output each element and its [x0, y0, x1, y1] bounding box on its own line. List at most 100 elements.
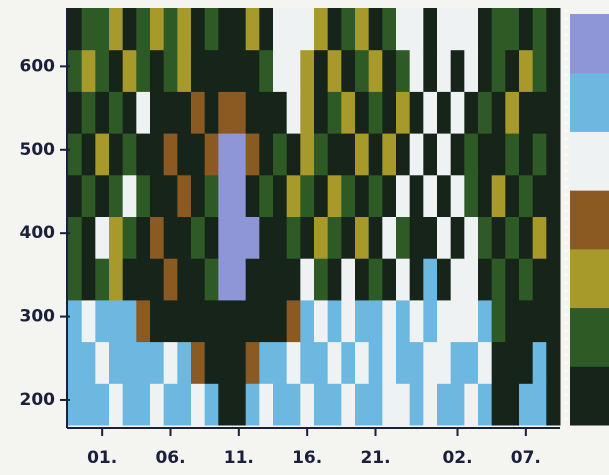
heat-cell [519, 299, 534, 343]
heat-cell [122, 258, 137, 301]
heat-cell [95, 341, 110, 384]
heat-cell [491, 8, 506, 51]
heat-cell [232, 91, 247, 134]
heat-cell [532, 383, 547, 426]
heat-cell [259, 174, 274, 217]
heat-cell [218, 383, 233, 426]
heat-cell [341, 49, 356, 92]
plot-area [68, 8, 561, 426]
heat-cell [505, 258, 520, 301]
heat-cell [327, 8, 342, 51]
heat-cell [109, 91, 124, 134]
heat-cell [341, 341, 356, 384]
x-tick-label: 11. [224, 448, 254, 468]
heat-cell [136, 174, 151, 217]
heat-cell [478, 216, 493, 259]
heat-cell [95, 383, 110, 426]
heat-cell [68, 8, 83, 51]
heat-cell [423, 341, 438, 384]
heat-cell [177, 133, 192, 176]
heat-cell [259, 8, 274, 51]
heat-cell [136, 8, 151, 51]
heat-cell [314, 258, 329, 301]
heat-cell [122, 383, 137, 426]
heat-cell [532, 49, 547, 92]
heat-cell [532, 91, 547, 134]
heat-cell [218, 8, 233, 51]
heat-cell [245, 49, 260, 92]
heat-cell [150, 216, 165, 259]
heat-cell [232, 216, 247, 259]
heat-cell [245, 8, 260, 51]
heat-cell [150, 91, 165, 134]
heat-cell [382, 383, 397, 426]
heat-cell [81, 258, 96, 301]
heat-cell [68, 91, 83, 134]
heat-cell [519, 383, 534, 426]
heat-cell [109, 8, 124, 51]
heat-cell [478, 133, 493, 176]
heat-cell [368, 216, 383, 259]
heat-cell [355, 299, 370, 343]
heat-cell [273, 49, 288, 92]
heat-cell [478, 299, 493, 343]
heat-cell [355, 341, 370, 384]
heat-cell [423, 216, 438, 259]
heat-cell [163, 49, 178, 92]
heat-cell [450, 49, 465, 92]
heat-cell [382, 341, 397, 384]
x-tick-label: 06. [155, 448, 185, 468]
heat-cell [327, 258, 342, 301]
heat-cell [163, 341, 178, 384]
heat-cell [218, 91, 233, 134]
heat-cell [368, 383, 383, 426]
heat-cell [218, 133, 233, 176]
heat-cell [396, 299, 411, 343]
heat-cell [81, 341, 96, 384]
heat-cell [191, 8, 206, 51]
heat-cell [177, 258, 192, 301]
heat-cell [273, 299, 288, 343]
heat-cell [355, 133, 370, 176]
heat-cell [81, 174, 96, 217]
heat-cell [109, 258, 124, 301]
heat-cell [409, 91, 424, 134]
y-tick-label: 500 [20, 140, 56, 160]
heat-cell [396, 174, 411, 217]
heat-cell [177, 216, 192, 259]
heat-cell [519, 341, 534, 384]
heat-cell [314, 341, 329, 384]
heat-cell [136, 49, 151, 92]
heat-cell [437, 8, 452, 51]
y-tick-label: 200 [20, 390, 56, 410]
heat-cell [300, 341, 315, 384]
heat-cell [437, 258, 452, 301]
heat-cell [245, 91, 260, 134]
heat-cell [341, 299, 356, 343]
heat-cell [177, 341, 192, 384]
heat-cell [286, 383, 301, 426]
heat-cell [177, 49, 192, 92]
heat-cell [478, 258, 493, 301]
heat-cell [163, 258, 178, 301]
heat-cell [519, 174, 534, 217]
heat-cell [95, 49, 110, 92]
heat-cell [464, 174, 479, 217]
heat-cell [464, 299, 479, 343]
heat-cell [396, 49, 411, 92]
heat-cell [450, 174, 465, 217]
heat-cell [245, 216, 260, 259]
heat-cell [232, 383, 247, 426]
heat-cell [109, 133, 124, 176]
heat-cell [204, 174, 219, 217]
heat-cell [81, 8, 96, 51]
heat-cell [122, 216, 137, 259]
heat-cell [204, 133, 219, 176]
heat-cell [122, 49, 137, 92]
heat-cell [177, 383, 192, 426]
heat-cell [464, 133, 479, 176]
heat-cell [355, 216, 370, 259]
heat-cell [300, 299, 315, 343]
heat-cell [204, 341, 219, 384]
heat-cell [464, 91, 479, 134]
